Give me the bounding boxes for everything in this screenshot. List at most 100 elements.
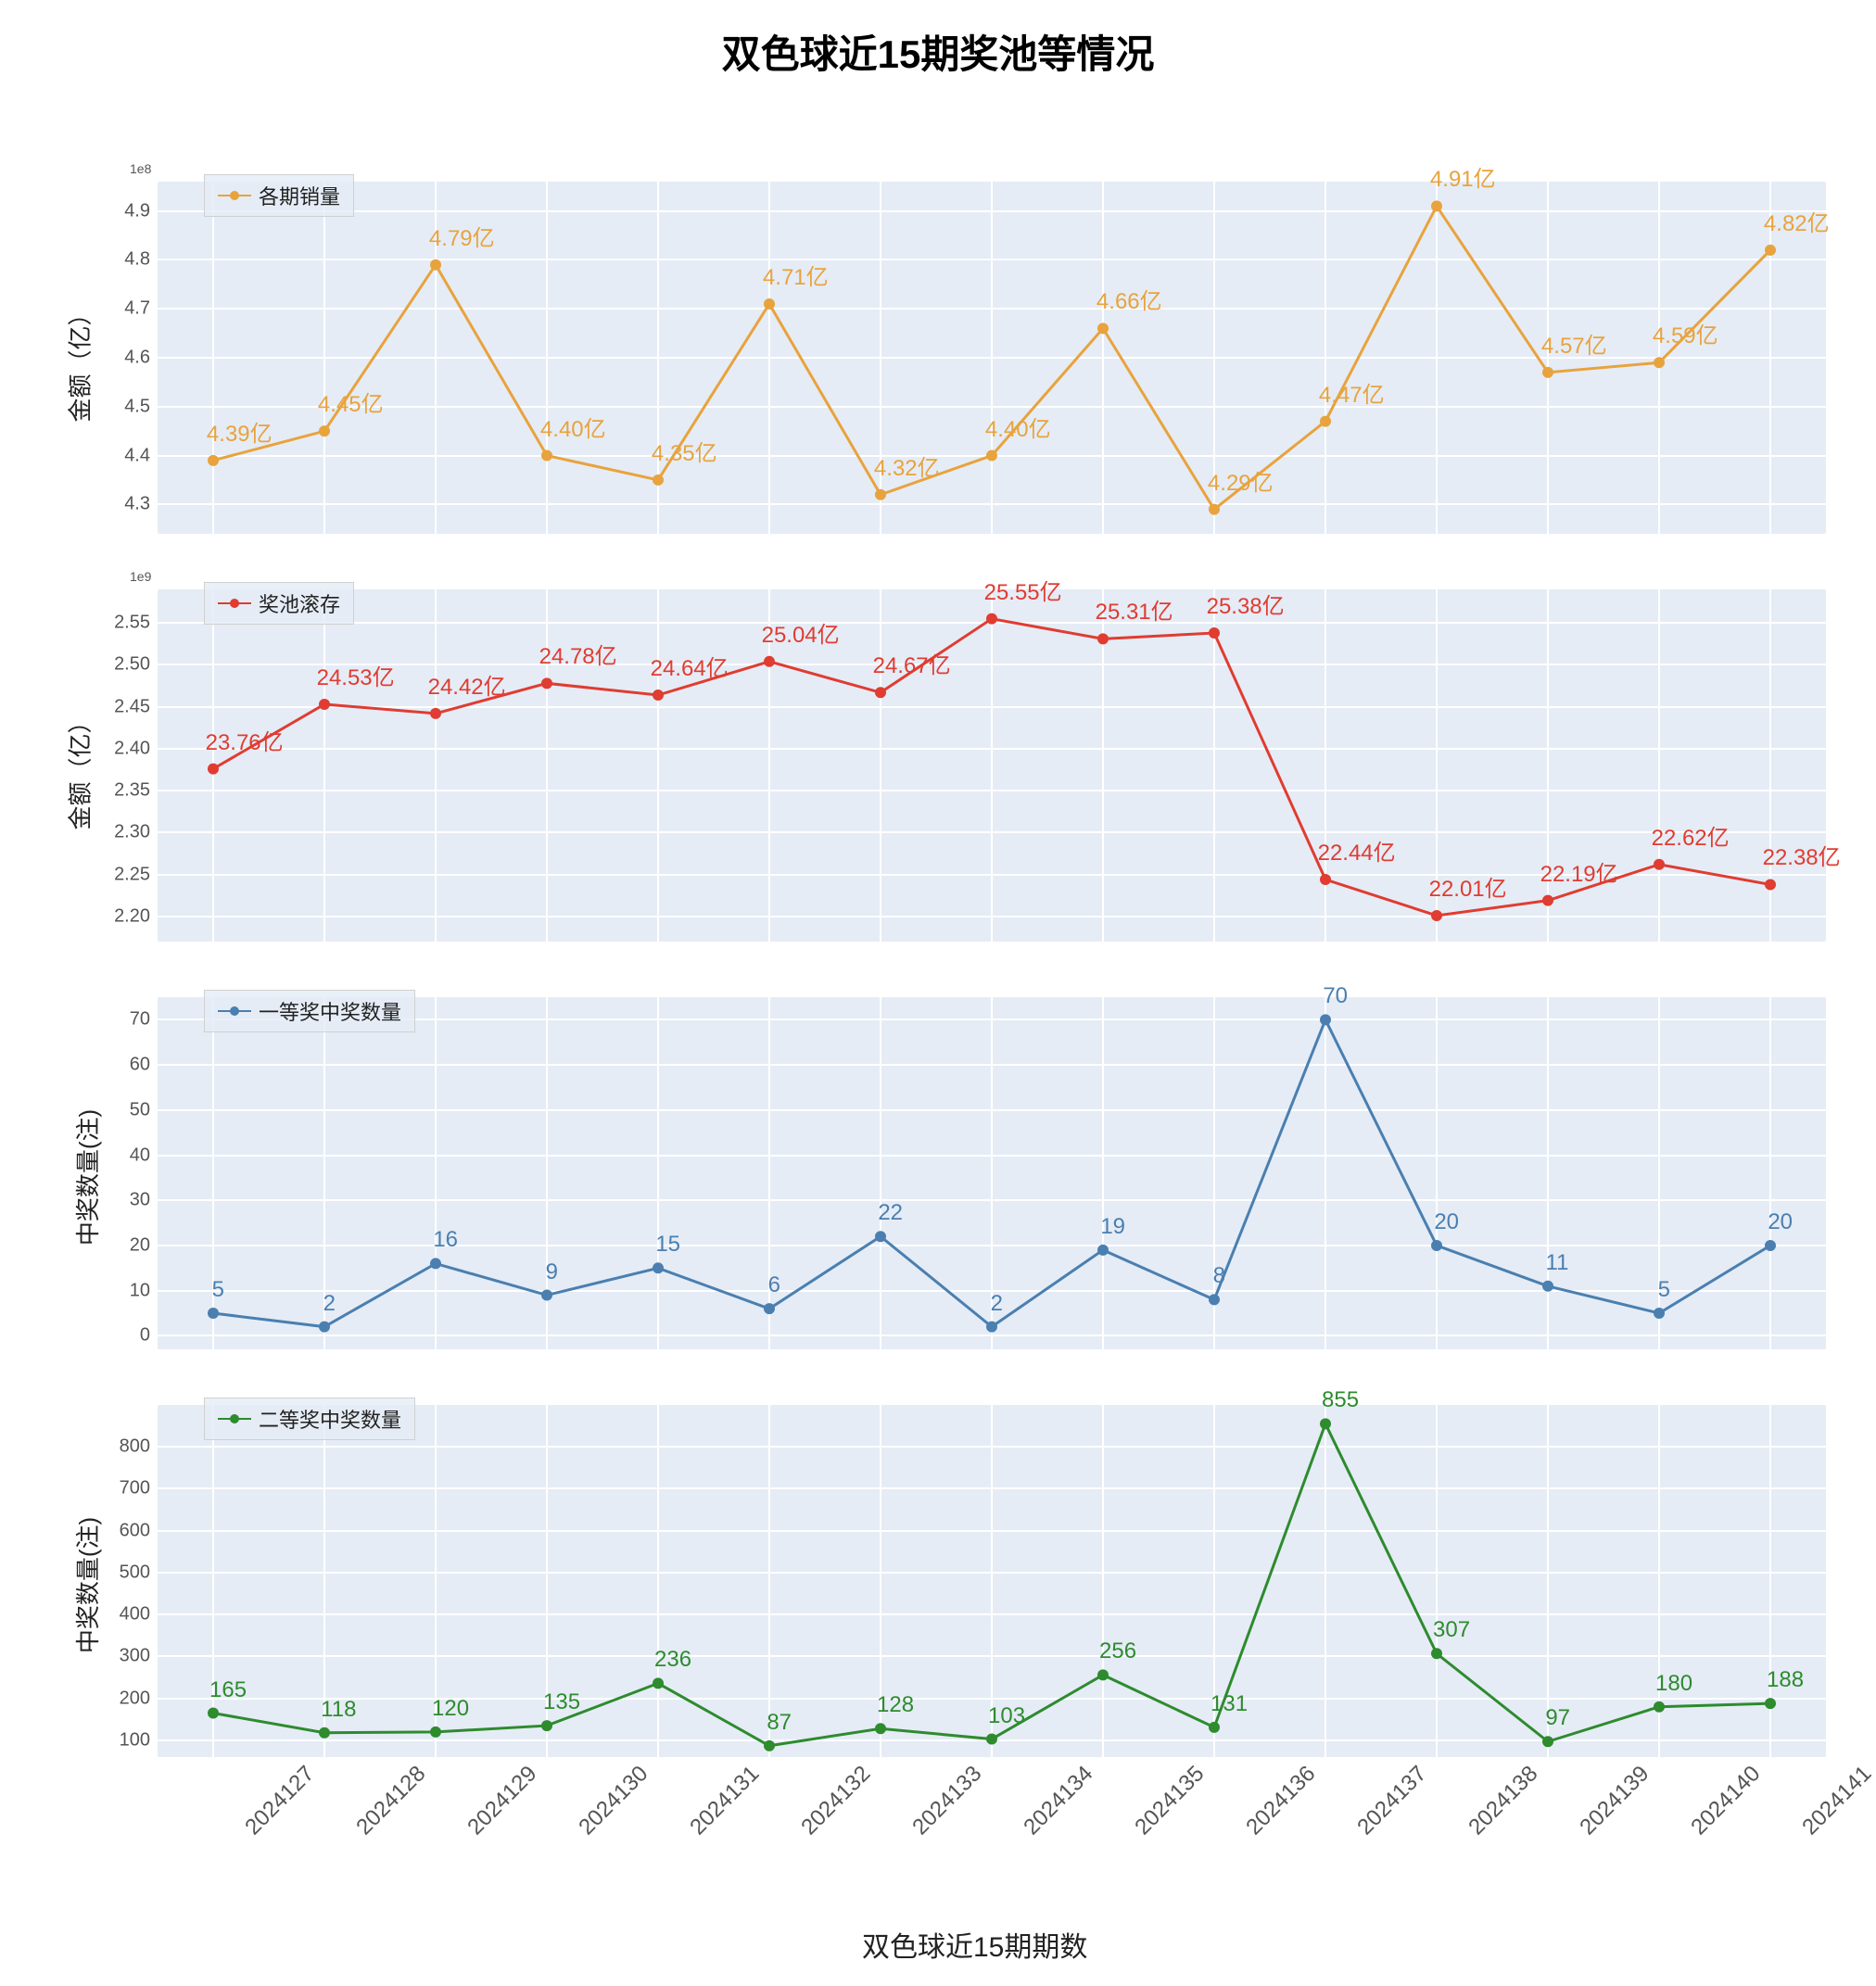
legend: 二等奖中奖数量 bbox=[204, 1398, 415, 1440]
chart-panel: 4.34.44.54.64.74.84.9各期销量4.39亿4.45亿4.79亿… bbox=[158, 182, 1826, 534]
y-tick-label: 4.6 bbox=[124, 348, 158, 369]
data-label: 25.04亿 bbox=[762, 616, 840, 649]
y-tick-label: 2.45 bbox=[114, 696, 158, 717]
y-tick-label: 4.4 bbox=[124, 445, 158, 466]
grid-line bbox=[991, 182, 993, 534]
grid-line bbox=[1102, 182, 1104, 534]
y-tick-label: 20 bbox=[130, 1234, 158, 1256]
grid-line bbox=[1436, 997, 1438, 1349]
data-label: 11 bbox=[1546, 1250, 1569, 1276]
grid-line bbox=[1547, 1405, 1549, 1757]
data-label: 128 bbox=[877, 1692, 914, 1718]
y-tick-label: 60 bbox=[130, 1055, 158, 1076]
legend-marker bbox=[218, 602, 251, 604]
x-tick-label: 2024132 bbox=[790, 1754, 876, 1841]
data-label: 4.45亿 bbox=[318, 386, 384, 418]
data-label: 4.57亿 bbox=[1541, 327, 1607, 360]
data-label: 118 bbox=[321, 1697, 356, 1723]
data-label: 20 bbox=[1768, 1209, 1793, 1235]
grid-line bbox=[1658, 1405, 1660, 1757]
grid-line bbox=[1436, 1405, 1438, 1757]
data-label: 4.71亿 bbox=[763, 259, 829, 291]
data-label: 103 bbox=[988, 1702, 1025, 1728]
y-tick-label: 2.30 bbox=[114, 822, 158, 843]
grid-line bbox=[1769, 1405, 1771, 1757]
grid-line bbox=[1325, 997, 1326, 1349]
x-tick-label: 2024136 bbox=[1235, 1754, 1321, 1841]
grid-line bbox=[1769, 589, 1771, 942]
data-label: 97 bbox=[1545, 1705, 1570, 1731]
legend-label: 奖池滚存 bbox=[259, 588, 340, 618]
data-label: 307 bbox=[1433, 1617, 1470, 1643]
y-tick-label: 600 bbox=[120, 1520, 158, 1541]
data-label: 22.62亿 bbox=[1652, 819, 1730, 852]
grid-line bbox=[880, 589, 881, 942]
grid-line bbox=[1102, 589, 1104, 942]
axis-exponent: 1e8 bbox=[130, 161, 151, 176]
y-tick-label: 2.35 bbox=[114, 780, 158, 802]
x-tick-label: 2024138 bbox=[1457, 1754, 1543, 1841]
grid-line bbox=[1769, 997, 1771, 1349]
y-tick-label: 4.8 bbox=[124, 249, 158, 271]
data-label: 22.19亿 bbox=[1540, 855, 1618, 888]
x-tick-label: 2024127 bbox=[234, 1754, 320, 1841]
data-label: 22.01亿 bbox=[1429, 870, 1507, 903]
grid-line bbox=[1102, 997, 1104, 1349]
data-label: 25.55亿 bbox=[984, 574, 1062, 606]
data-label: 131 bbox=[1211, 1691, 1248, 1717]
grid-line bbox=[212, 1405, 214, 1757]
grid-line bbox=[1102, 1405, 1104, 1757]
x-tick-label: 2024129 bbox=[456, 1754, 542, 1841]
grid-line bbox=[323, 182, 325, 534]
legend-label: 各期销量 bbox=[259, 181, 340, 210]
grid-line bbox=[1325, 589, 1326, 942]
data-label: 4.32亿 bbox=[874, 449, 940, 482]
data-label: 24.67亿 bbox=[873, 647, 951, 679]
chart-panel: 2.202.252.302.352.402.452.502.55奖池滚存23.7… bbox=[158, 589, 1826, 942]
data-label: 24.64亿 bbox=[651, 650, 729, 682]
data-label: 4.59亿 bbox=[1653, 317, 1718, 349]
grid-line bbox=[212, 589, 214, 942]
legend: 一等奖中奖数量 bbox=[204, 990, 415, 1032]
y-tick-label: 100 bbox=[120, 1729, 158, 1751]
x-tick-label: 2024139 bbox=[1568, 1754, 1654, 1841]
data-label: 4.82亿 bbox=[1764, 205, 1830, 237]
chart-title: 双色球近15期奖池等情况 bbox=[0, 0, 1876, 89]
y-tick-label: 2.25 bbox=[114, 864, 158, 885]
data-label: 24.42亿 bbox=[428, 668, 506, 701]
data-label: 19 bbox=[1100, 1214, 1125, 1240]
x-tick-label: 2024135 bbox=[1123, 1754, 1210, 1841]
y-tick-label: 4.9 bbox=[124, 200, 158, 221]
x-tick-label: 2024141 bbox=[1791, 1754, 1876, 1841]
data-label: 5 bbox=[212, 1277, 224, 1303]
grid-line bbox=[1213, 997, 1215, 1349]
data-label: 22.38亿 bbox=[1763, 839, 1841, 871]
data-label: 25.31亿 bbox=[1096, 593, 1173, 626]
data-label: 4.79亿 bbox=[429, 220, 495, 252]
data-label: 4.35亿 bbox=[652, 435, 717, 467]
data-label: 135 bbox=[543, 1689, 580, 1715]
grid-line bbox=[657, 997, 659, 1349]
data-label: 9 bbox=[546, 1259, 558, 1284]
data-label: 4.91亿 bbox=[1430, 160, 1496, 193]
grid-line bbox=[880, 997, 881, 1349]
data-label: 236 bbox=[654, 1647, 691, 1673]
data-label: 4.47亿 bbox=[1319, 376, 1385, 409]
y-axis-label: 中奖数量(注) bbox=[70, 1517, 104, 1653]
data-label: 256 bbox=[1099, 1638, 1136, 1664]
grid-line bbox=[1547, 589, 1549, 942]
data-label: 2 bbox=[991, 1290, 1003, 1316]
data-label: 87 bbox=[767, 1710, 792, 1736]
grid-line bbox=[1658, 182, 1660, 534]
data-label: 8 bbox=[1213, 1263, 1225, 1289]
data-label: 4.66亿 bbox=[1096, 283, 1162, 315]
y-tick-label: 700 bbox=[120, 1478, 158, 1499]
grid-line bbox=[546, 182, 548, 534]
data-label: 120 bbox=[432, 1696, 469, 1722]
y-tick-label: 50 bbox=[130, 1099, 158, 1120]
y-tick-label: 4.5 bbox=[124, 396, 158, 417]
y-axis-label: 金额（亿） bbox=[62, 709, 96, 829]
x-tick-label: 2024137 bbox=[1346, 1754, 1432, 1841]
y-tick-label: 500 bbox=[120, 1562, 158, 1583]
y-tick-label: 300 bbox=[120, 1646, 158, 1667]
